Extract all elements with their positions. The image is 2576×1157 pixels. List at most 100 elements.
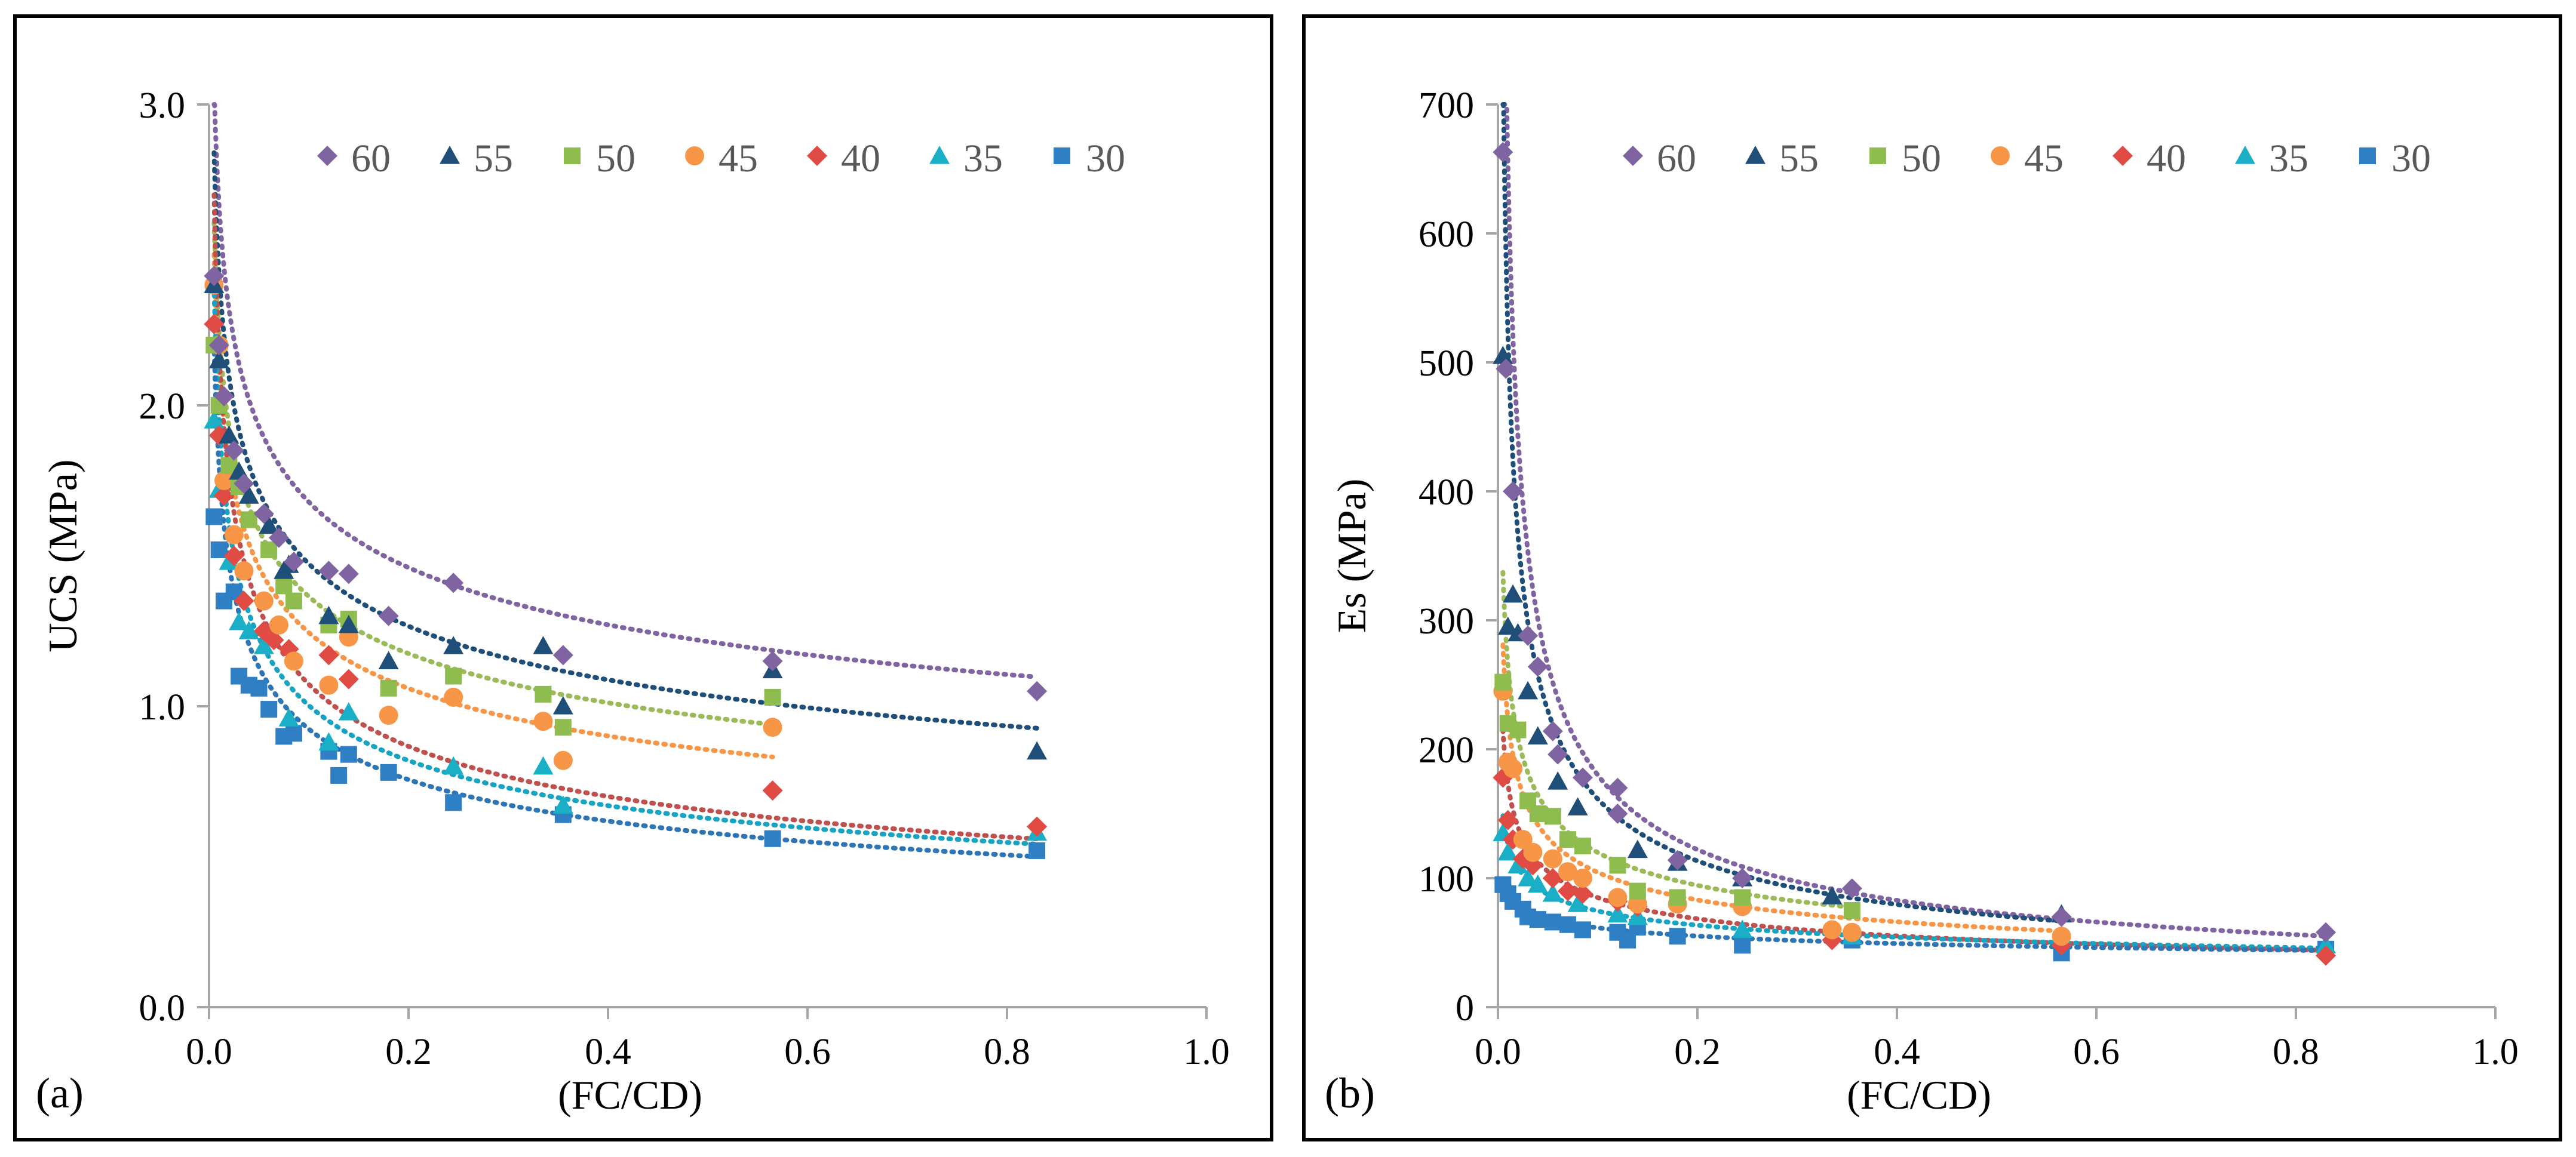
legend-item-45: 45 <box>685 137 758 180</box>
legend-item-40: 40 <box>2113 137 2186 180</box>
legend-marker-40 <box>2113 146 2133 166</box>
data-point-55 <box>318 605 339 624</box>
data-point-50 <box>1843 902 1860 919</box>
data-point-30 <box>260 701 278 718</box>
x-tick-label: 0.4 <box>1874 1032 1920 1072</box>
es-chart: 0 100 200 300 400 500 600 700 0.0 0.2 0.4 0.6 0.8 1.0… <box>1325 85 2519 1118</box>
data-point-30 <box>1574 921 1591 938</box>
data-point-60 <box>762 651 783 672</box>
data-point-60 <box>2051 906 2072 927</box>
data-point-30 <box>764 830 781 847</box>
data-point-50 <box>1559 831 1576 848</box>
data-point-45 <box>224 525 244 544</box>
y-tick-label: 100 <box>1419 859 1474 900</box>
data-point-40 <box>2316 945 2336 966</box>
data-point-50 <box>554 719 572 736</box>
data-point-40 <box>1572 883 1593 904</box>
data-point-45 <box>284 651 303 671</box>
legend-label: 30 <box>1086 137 1125 180</box>
data-point-60 <box>1607 804 1628 824</box>
data-point-35 <box>1607 904 1628 923</box>
legend-label: 60 <box>1657 137 1696 180</box>
data-point-50 <box>380 679 397 697</box>
data-point-60 <box>1542 721 1563 741</box>
data-point-35 <box>278 708 299 727</box>
y-tick-label: 600 <box>1419 214 1474 255</box>
panel-label: (b) <box>1325 1069 1375 1117</box>
legend-marker-55 <box>1745 146 1766 164</box>
legend-marker-40 <box>807 146 827 166</box>
data-point-50 <box>1529 805 1546 822</box>
legend-label: 30 <box>2391 137 2431 180</box>
legend-item-35: 35 <box>929 137 1003 180</box>
data-point-35 <box>1567 894 1588 912</box>
legend-marker-30 <box>1054 147 1070 164</box>
data-point-45 <box>254 591 274 611</box>
data-point-55 <box>1518 681 1539 700</box>
trendline-40 <box>211 192 1040 842</box>
data-point-55 <box>1567 797 1588 816</box>
data-point-30 <box>330 767 348 784</box>
data-point-45 <box>319 675 339 695</box>
data-point-45 <box>1513 830 1533 850</box>
data-point-50 <box>1734 889 1751 906</box>
data-point-35 <box>1732 919 1753 938</box>
data-point-40 <box>263 630 284 651</box>
legend-item-60: 60 <box>317 137 391 180</box>
x-tick-label: 0.2 <box>385 1032 432 1072</box>
data-point-35 <box>318 732 339 751</box>
legend-label: 40 <box>841 137 880 180</box>
data-point-50 <box>1509 721 1527 738</box>
data-point-55 <box>1497 616 1518 635</box>
ucs-chart: 0.0 1.0 2.0 3.0 0.0 0.2 0.4 0.6 0.8 1.0 (FC/CD) UCS… <box>36 85 1230 1118</box>
data-point-30 <box>1028 842 1046 859</box>
data-point-55 <box>219 425 240 444</box>
data-point-55 <box>1493 346 1513 364</box>
legend-item-55: 55 <box>1745 137 1819 180</box>
chart-panel-b: 0 100 200 300 400 500 600 700 0.0 0.2 0.4 0.6 0.8 1.0… <box>1302 14 2562 1141</box>
data-point-60 <box>1527 656 1548 677</box>
x-tick-label: 0.0 <box>1475 1032 1521 1072</box>
legend-label: 55 <box>474 137 513 180</box>
data-point-45 <box>1573 869 1592 888</box>
data-point-45 <box>269 615 288 635</box>
trendline-60 <box>1500 102 2329 939</box>
data-point-55 <box>378 651 399 669</box>
y-tick-label: 500 <box>1419 343 1474 384</box>
legend-item-55: 55 <box>440 137 513 180</box>
data-point-50 <box>1629 882 1646 900</box>
y-tick-label: 200 <box>1419 730 1474 771</box>
trendline-50 <box>211 220 775 727</box>
data-point-55 <box>1627 839 1648 858</box>
data-point-30 <box>340 746 357 763</box>
data-point-50 <box>1669 889 1686 906</box>
legend-marker-50 <box>1869 147 1886 164</box>
data-point-45 <box>1842 922 1862 942</box>
data-point-55 <box>443 636 464 654</box>
data-point-40 <box>1493 767 1513 788</box>
data-point-35 <box>552 795 573 814</box>
data-point-45 <box>444 687 463 707</box>
data-point-45 <box>1608 888 1628 907</box>
data-point-55 <box>338 614 359 633</box>
data-point-60 <box>443 573 464 593</box>
data-point-60 <box>1841 878 1862 899</box>
data-point-30 <box>1544 913 1561 931</box>
data-point-30 <box>285 725 302 742</box>
data-point-60 <box>283 552 304 573</box>
series-40 <box>204 313 1048 837</box>
legend-marker-45 <box>1991 146 2010 165</box>
data-point-60 <box>1548 744 1568 765</box>
data-point-60 <box>1572 767 1593 788</box>
data-point-60 <box>204 266 225 287</box>
data-point-50 <box>1544 808 1561 825</box>
legend-item-60: 60 <box>1623 137 1696 180</box>
data-point-60 <box>1496 358 1516 379</box>
x-tick-label: 0.8 <box>984 1032 1030 1072</box>
data-point-60 <box>208 335 229 356</box>
data-point-40 <box>223 546 244 566</box>
data-point-60 <box>268 527 289 548</box>
data-point-50 <box>445 667 462 685</box>
legend-marker-60 <box>1623 146 1643 166</box>
legend-item-30: 30 <box>2359 137 2431 180</box>
